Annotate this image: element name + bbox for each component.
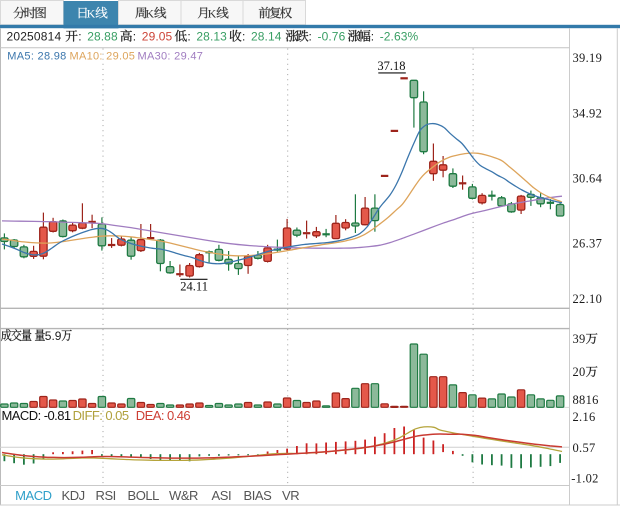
svg-text::: : — [187, 30, 190, 44]
svg-text:BOLL: BOLL — [128, 488, 160, 503]
svg-text:24.11: 24.11 — [180, 280, 208, 294]
svg-text:-0.76: -0.76 — [318, 30, 346, 44]
svg-text:K: K — [208, 6, 217, 20]
svg-text::: : — [371, 30, 374, 44]
svg-text:28.13: 28.13 — [196, 30, 227, 44]
svg-text:29.05: 29.05 — [142, 30, 173, 44]
svg-text:37.18: 37.18 — [377, 59, 405, 73]
svg-text:ASI: ASI — [212, 488, 232, 503]
svg-text:MACD: -0.81: MACD: -0.81 — [2, 408, 71, 423]
svg-text:MA10: 29.05: MA10: 29.05 — [70, 50, 136, 62]
svg-text:MA30: 29.47: MA30: 29.47 — [138, 50, 204, 62]
svg-text:22.10: 22.10 — [573, 292, 603, 306]
svg-text::: : — [78, 30, 81, 44]
svg-text:0.57: 0.57 — [573, 441, 596, 455]
svg-text:5.9: 5.9 — [45, 329, 62, 343]
svg-text:26.37: 26.37 — [573, 237, 603, 251]
svg-text:39: 39 — [573, 332, 586, 346]
svg-text:KDJ: KDJ — [62, 488, 85, 503]
svg-text:-2.63%: -2.63% — [380, 30, 419, 44]
svg-text:8816: 8816 — [573, 393, 599, 407]
svg-text:2.16: 2.16 — [573, 410, 596, 424]
svg-text:VR: VR — [282, 488, 299, 503]
svg-text:20250814: 20250814 — [7, 30, 62, 44]
svg-text:W&R: W&R — [169, 488, 198, 503]
svg-text:20: 20 — [573, 365, 586, 379]
svg-text:39.19: 39.19 — [573, 51, 603, 65]
svg-text:DIFF: 0.05: DIFF: 0.05 — [73, 408, 129, 423]
svg-text:BIAS: BIAS — [244, 488, 273, 503]
svg-text:K: K — [87, 6, 96, 20]
svg-text:DEA: 0.46: DEA: 0.46 — [136, 408, 191, 423]
svg-text:MACD: MACD — [15, 488, 52, 503]
svg-text:28.14: 28.14 — [251, 30, 282, 44]
svg-text::: : — [133, 30, 136, 44]
svg-text:RSI: RSI — [96, 488, 116, 503]
svg-text::: : — [309, 30, 312, 44]
svg-text:30.64: 30.64 — [573, 172, 603, 186]
svg-text:MA5: 28.98: MA5: 28.98 — [7, 50, 66, 62]
svg-text:28.88: 28.88 — [87, 30, 118, 44]
svg-text:34.92: 34.92 — [573, 107, 603, 121]
svg-text::: : — [242, 30, 245, 44]
svg-text:K: K — [145, 6, 154, 20]
svg-text:-1.02: -1.02 — [571, 472, 599, 486]
